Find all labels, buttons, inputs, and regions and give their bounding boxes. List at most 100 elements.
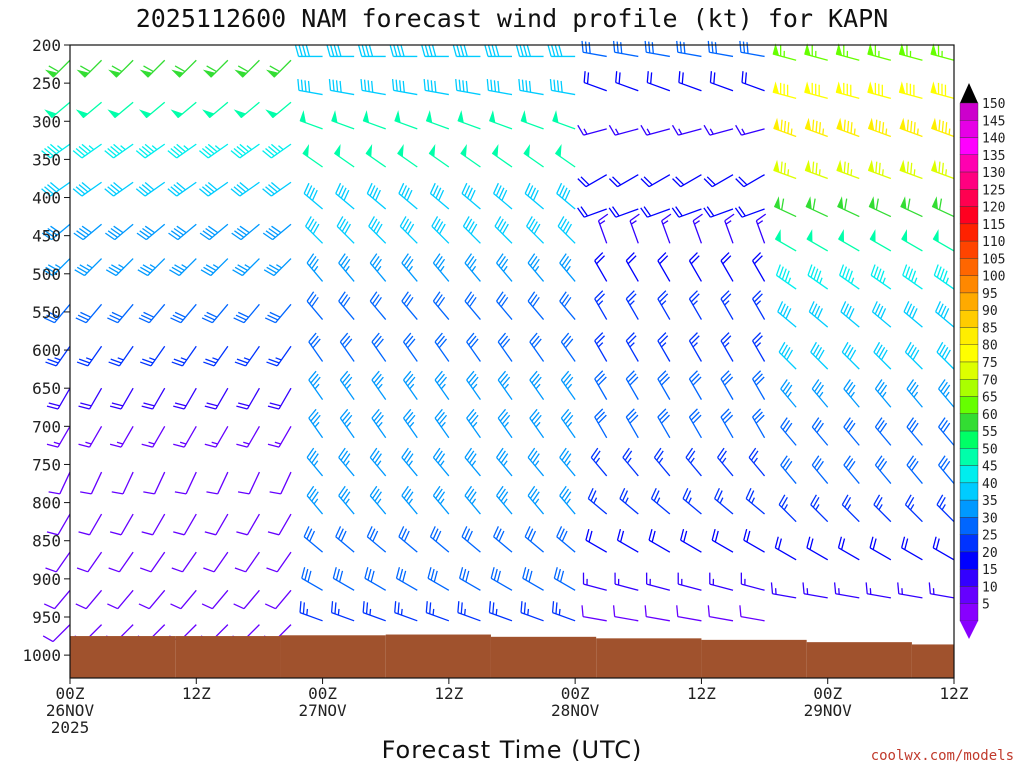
wind-barb bbox=[330, 601, 355, 622]
barb-flag-full bbox=[714, 487, 720, 499]
barb-pennant bbox=[867, 159, 875, 173]
wind-barb bbox=[714, 487, 734, 515]
barb-flag-full bbox=[529, 488, 538, 499]
barb-pennant bbox=[835, 81, 843, 95]
wind-barb bbox=[170, 303, 197, 324]
wind-barb bbox=[338, 291, 355, 320]
barb-shaft bbox=[306, 300, 324, 320]
barb-flag-full bbox=[499, 411, 509, 422]
wind-barb bbox=[778, 341, 797, 370]
barb-shaft bbox=[239, 143, 260, 159]
barb-shaft bbox=[524, 536, 544, 553]
wind-barb bbox=[46, 513, 71, 536]
barb-flag-full bbox=[144, 225, 155, 234]
colorbar-tick-label: 40 bbox=[982, 477, 998, 492]
barb-flag-full bbox=[308, 256, 317, 267]
barb-pennant bbox=[202, 109, 215, 119]
terrain-segment bbox=[596, 638, 702, 678]
barb-flag-half bbox=[409, 421, 415, 428]
barb-flag-half bbox=[567, 421, 573, 428]
colorbar-tick-label: 55 bbox=[982, 425, 998, 440]
barb-flag-full bbox=[203, 266, 214, 274]
wind-barb bbox=[707, 40, 734, 58]
barb-flag-half bbox=[913, 277, 918, 284]
barb-shaft bbox=[811, 426, 829, 446]
wind-barb bbox=[269, 471, 292, 495]
barb-flag-full bbox=[171, 266, 183, 274]
barb-flag-full bbox=[110, 358, 122, 364]
x-tick-label: 00Z bbox=[813, 684, 842, 703]
barb-flag-full bbox=[877, 458, 885, 469]
barb-flag-full bbox=[395, 567, 401, 579]
barb-flag-full bbox=[267, 443, 280, 448]
barb-flag-full bbox=[812, 497, 820, 508]
barb-flag-full bbox=[627, 335, 637, 345]
barb-flag-full bbox=[911, 308, 918, 319]
barb-flag-full bbox=[47, 227, 58, 236]
wind-barb bbox=[237, 471, 261, 495]
barb-flag-half bbox=[377, 421, 383, 428]
barb-flag-full bbox=[755, 414, 765, 424]
barb-flag-full bbox=[907, 344, 915, 356]
barb-flag-full bbox=[169, 269, 180, 277]
barb-flag-full bbox=[497, 332, 507, 343]
barb-flag-full bbox=[142, 264, 154, 271]
barb-flag-full bbox=[942, 270, 948, 282]
wind-barb bbox=[203, 551, 229, 573]
wind-barb bbox=[423, 78, 449, 96]
barb-shaft bbox=[938, 388, 955, 408]
barb-flag-full bbox=[435, 488, 443, 499]
barb-flag-full bbox=[811, 379, 820, 390]
barb-flag-full bbox=[847, 384, 856, 395]
barb-shaft bbox=[775, 547, 797, 561]
wind-barb bbox=[752, 252, 766, 282]
barb-shaft bbox=[306, 457, 324, 477]
barb-flag-full bbox=[780, 119, 783, 132]
barb-flag-half bbox=[885, 128, 888, 135]
barb-flag-half bbox=[85, 357, 93, 361]
barb-flag-full bbox=[484, 45, 489, 57]
barb-shaft bbox=[720, 260, 734, 282]
barb-shaft bbox=[427, 577, 450, 591]
wind-barb bbox=[581, 40, 607, 58]
barb-shaft bbox=[843, 426, 860, 446]
colorbar-tick-label: 35 bbox=[982, 494, 998, 509]
wind-barb bbox=[526, 216, 545, 244]
wind-barb bbox=[201, 303, 229, 324]
barb-flag-full bbox=[232, 269, 243, 277]
barb-shaft bbox=[657, 298, 671, 320]
barb-shaft bbox=[466, 417, 481, 439]
wind-barb bbox=[44, 101, 71, 119]
barb-flag-full bbox=[817, 349, 825, 361]
barb-flag-full bbox=[941, 120, 944, 133]
barb-flag-full bbox=[811, 417, 820, 428]
barb-flag-full bbox=[752, 332, 762, 342]
barb-flag-full bbox=[138, 317, 150, 324]
barb-flag-full bbox=[312, 223, 320, 235]
barb-flag-full bbox=[402, 570, 407, 583]
barb-shaft bbox=[153, 471, 166, 495]
barb-flag-full bbox=[264, 603, 276, 610]
barb-flag-full bbox=[781, 198, 785, 210]
wind-barb bbox=[466, 408, 481, 439]
barb-flag-full bbox=[401, 485, 409, 497]
colorbar-tick-label: 20 bbox=[982, 546, 998, 561]
barb-shaft bbox=[811, 388, 829, 408]
barb-flag-full bbox=[230, 188, 241, 197]
barb-flag-full bbox=[495, 528, 502, 540]
wind-barb bbox=[141, 387, 166, 410]
wind-barb bbox=[308, 332, 324, 362]
barb-shaft bbox=[308, 379, 324, 401]
wind-barb bbox=[496, 447, 513, 477]
barb-shaft bbox=[904, 504, 923, 523]
colorbar-swatch bbox=[959, 379, 979, 397]
barb-flag-full bbox=[46, 443, 59, 448]
barb-flag-full bbox=[616, 528, 622, 541]
barb-flag-full bbox=[42, 635, 54, 643]
barb-flag-full bbox=[369, 185, 376, 197]
barb-flag-full bbox=[643, 206, 652, 217]
barb-shaft bbox=[275, 589, 292, 610]
barb-flag-full bbox=[343, 189, 350, 201]
wind-barb bbox=[104, 181, 134, 197]
barb-flag-full bbox=[910, 120, 913, 133]
